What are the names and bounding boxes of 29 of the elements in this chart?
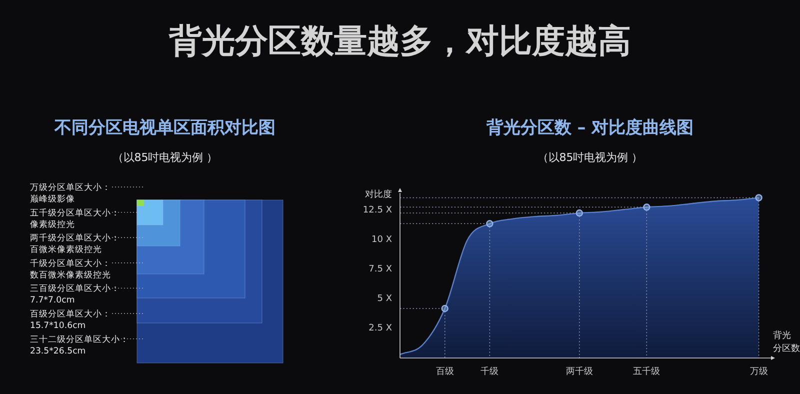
y-tick-label: 10 X <box>372 235 392 246</box>
text: 百级分区单区大小：15.7*10.6cm <box>30 308 111 331</box>
text: 三十二级分区单区大小：23.5*26.5cm <box>30 334 129 356</box>
x-axis-title: 背光分区数 <box>773 330 800 354</box>
point <box>755 194 762 202</box>
point <box>486 220 494 228</box>
y-tick-label: 5 X <box>377 294 392 304</box>
y-tick-label: 12.5 X <box>362 206 392 216</box>
text: 千级分区单区大小：数百微米像素级控光 <box>30 258 111 280</box>
chart-subtitle: （以85吋电视为例 ） <box>537 151 643 164</box>
y-tick-label: 2.5 X <box>368 324 392 334</box>
x-tick-label: 两千级 <box>566 366 593 377</box>
text: 三百级分区单区大小：7.7*7.0cm <box>30 283 120 306</box>
text: 不同分区电视单区面积对比图 <box>54 118 276 138</box>
text: 背光分区数量越多，对比度越高 <box>168 21 631 60</box>
x-tick-label: 万级 <box>750 366 768 377</box>
text: 五千级分区单区大小：像素级控光 <box>30 207 120 230</box>
text: （以85吋电视为例 ） <box>112 151 218 164</box>
text: 万级分区单区大小：巅峰级影像 <box>30 182 111 204</box>
y-axis-title: 对比度 <box>365 189 392 200</box>
point <box>576 209 583 217</box>
point <box>643 204 650 211</box>
y-tick-label: 7.5 X <box>368 264 392 275</box>
text: 两千级分区单区大小：百微米像素级控光 <box>30 232 120 256</box>
x-tick-label: 千级 <box>480 366 499 377</box>
point <box>441 304 448 312</box>
chart-title: 背光分区数 – 对比度曲线图 <box>485 118 694 138</box>
x-tick-label: 五千级 <box>633 366 660 377</box>
x-tick-label: 百级 <box>436 366 454 377</box>
